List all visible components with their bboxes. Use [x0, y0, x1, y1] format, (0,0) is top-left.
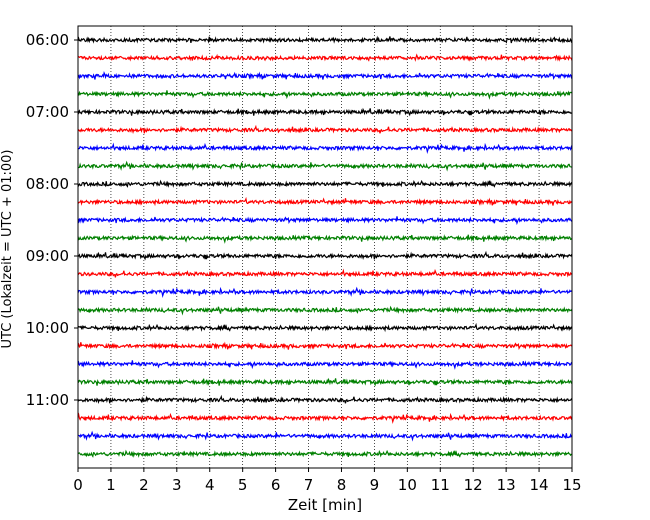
- trace-line: [77, 286, 573, 299]
- plot-frame: [77, 25, 573, 469]
- y-tick-label: 11:00: [26, 391, 69, 409]
- trace-line: [77, 35, 573, 44]
- trace-line: [77, 305, 573, 316]
- y-tick-label: 07:00: [26, 103, 69, 121]
- trace-line: [77, 449, 573, 458]
- x-tick-label: 12: [464, 476, 483, 494]
- y-tick-label: 09:00: [26, 247, 69, 265]
- trace-line: [77, 142, 573, 155]
- x-tick-label: 13: [497, 476, 516, 494]
- trace-line: [77, 196, 573, 207]
- trace-line: [77, 179, 573, 188]
- x-tick-label: 3: [172, 476, 182, 494]
- y-tick-label: 06:00: [26, 31, 69, 49]
- trace-line: [77, 377, 573, 387]
- trace-line: [77, 268, 573, 278]
- trace-line: [77, 160, 573, 172]
- y-tick-label: 10:00: [26, 319, 69, 337]
- x-tick-label: 4: [205, 476, 215, 494]
- x-tick-label: 2: [139, 476, 149, 494]
- x-axis-label: Zeit [min]: [288, 496, 362, 514]
- x-tick-label: 7: [304, 476, 314, 494]
- trace-line: [77, 107, 573, 117]
- x-tick-label: 9: [370, 476, 380, 494]
- x-tick-label: 8: [337, 476, 347, 494]
- trace-line: [77, 250, 573, 261]
- y-axis-label: UTC (Lokalzeit = UTC + 01:00): [0, 150, 15, 349]
- trace-line: [77, 322, 573, 333]
- trace-line: [77, 71, 573, 81]
- trace-line: [77, 234, 573, 244]
- x-tick-label: 14: [530, 476, 549, 494]
- x-tick-label: 0: [73, 476, 83, 494]
- trace-line: [77, 394, 573, 405]
- trace-line: [77, 216, 573, 226]
- x-tick-label: 10: [398, 476, 417, 494]
- x-tick-label: 6: [271, 476, 281, 494]
- seismic-traces: [77, 35, 573, 458]
- trace-line: [77, 360, 573, 370]
- x-tick-label: 1: [106, 476, 116, 494]
- x-tick-label: 11: [431, 476, 450, 494]
- x-tick-label: 15: [562, 476, 581, 494]
- trace-line: [77, 412, 573, 425]
- y-tick-label: 08:00: [26, 175, 69, 193]
- x-tick-label: 5: [238, 476, 248, 494]
- y-axis-ticks: 06:00 07:00 08:00 09:00 10:00 11:00: [26, 31, 78, 409]
- trace-line: [77, 90, 573, 100]
- x-axis-ticks: 0 1 2 3 4 5 6 7 8 9 10 11 12 13 14 15: [73, 468, 582, 494]
- trace-line: [77, 430, 573, 442]
- trace-line: [77, 124, 573, 135]
- trace-line: [77, 341, 573, 351]
- trace-line: [78, 53, 573, 62]
